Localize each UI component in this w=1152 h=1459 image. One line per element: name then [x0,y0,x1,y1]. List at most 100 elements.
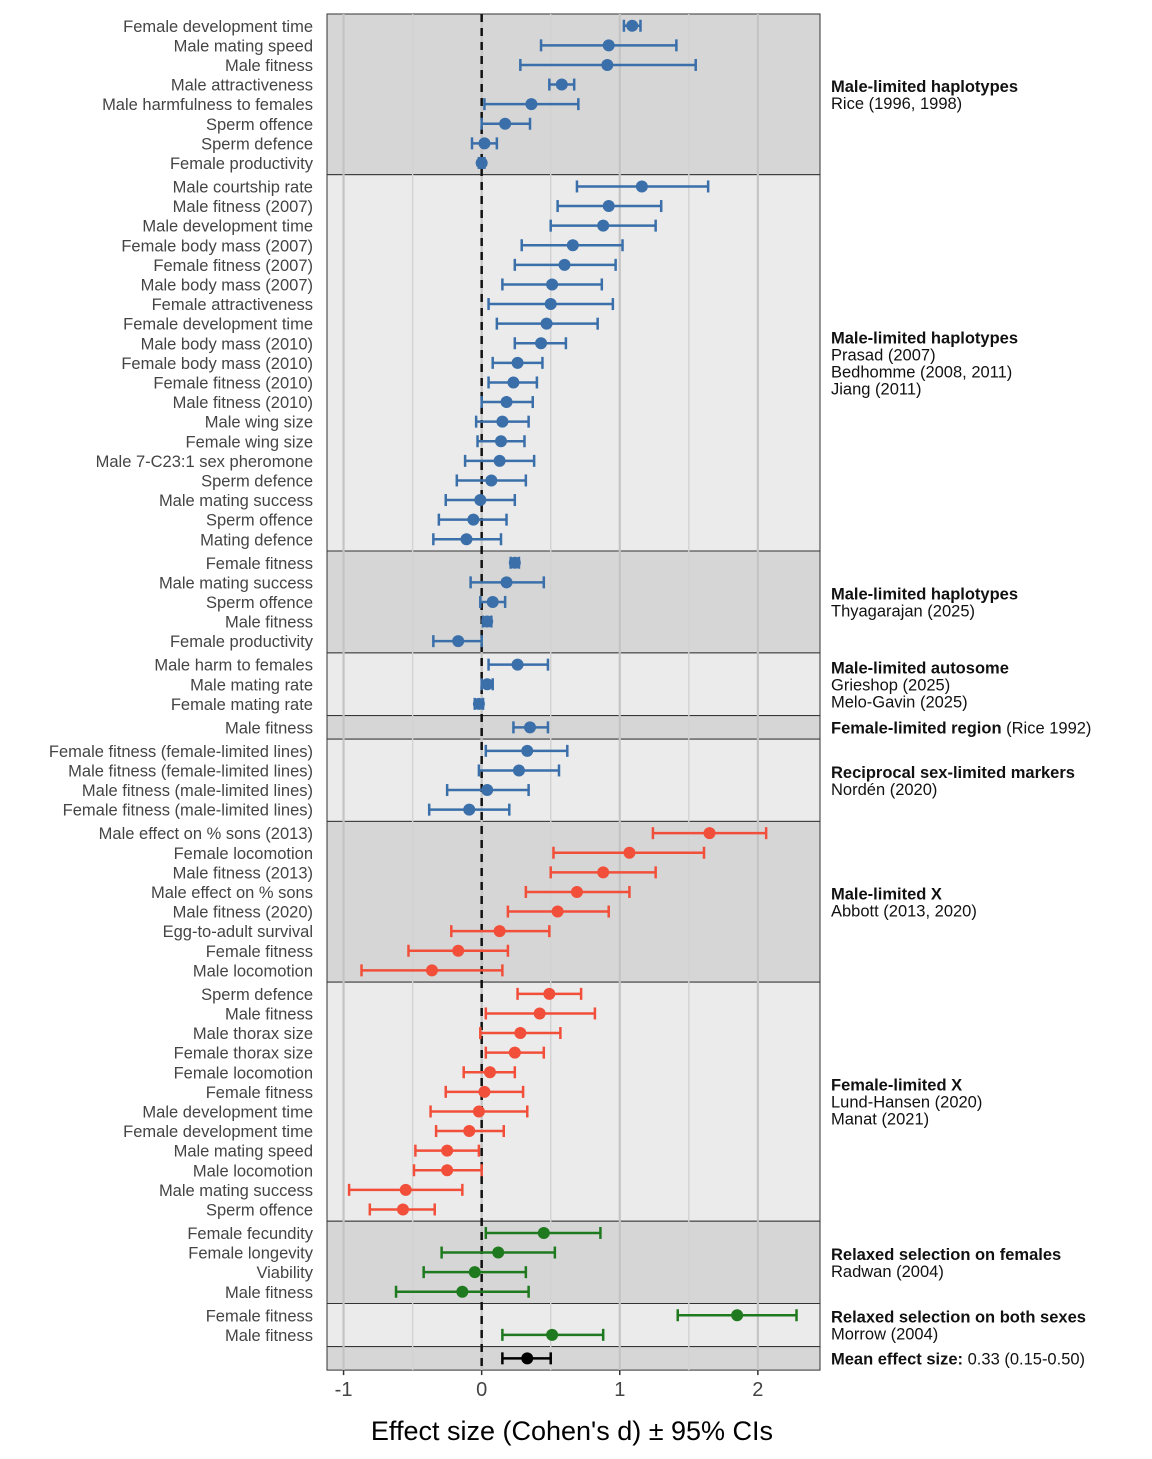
row-label: Male mating rate [190,676,313,694]
effect-point [546,278,559,291]
row-label: Male effect on % sons [151,884,313,902]
effect-point [463,1125,476,1138]
effect-point [399,1183,412,1196]
effect-point [425,964,438,977]
row-label: Male development time [142,1103,313,1121]
row-label: Female body mass (2010) [121,355,313,373]
group-title: Male-limited autosome [831,659,1009,677]
group-citation: Jiang (2011) [831,380,922,398]
effect-point [475,156,488,169]
group-citation: (Rice 1992) [1002,719,1092,737]
effect-point [507,376,520,389]
effect-point [514,1027,527,1040]
row-label: Male locomotion [193,962,313,980]
x-tick-label: 2 [752,1379,763,1401]
group-title: Female-limited region [831,719,1002,737]
row-label: Female locomotion [174,845,313,863]
row-label: Female fitness (2010) [153,374,313,392]
group-citation: 0.33 (0.15-0.50) [963,1350,1085,1368]
effect-point [597,866,610,879]
effect-point [508,556,521,569]
row-label: Male fitness [225,1327,313,1345]
effect-point [546,1328,559,1341]
x-axis: -1 0 1 2 [335,1370,763,1401]
row-label: Male 7-C23:1 sex pheromone [96,453,313,471]
panel-4 [326,715,821,740]
effect-point [623,846,636,859]
row-label: Sperm offence [206,594,313,612]
panel-8 [326,1220,821,1304]
row-label: Male mating success [159,1182,313,1200]
effect-point [570,885,583,898]
group-title: Female-limited X [831,1077,962,1095]
row-label: Female productivity [170,155,314,173]
effect-point [512,764,525,777]
group-title: Male-limited haplotypes [831,78,1018,96]
effect-point [474,494,487,507]
row-label: Female fitness (2007) [153,257,313,275]
row-label: Mating defence [200,531,313,549]
group-title: Male-limited haplotypes [831,585,1018,603]
row-label: Male fitness [225,1005,313,1023]
x-tick-label: 1 [614,1379,625,1401]
panel-10 [326,1346,821,1371]
effect-point [524,721,536,734]
group-citation: Nordén (2020) [831,781,937,799]
group-citation: Prasad (2007) [831,346,936,364]
row-label: Male mating success [159,492,313,510]
effect-point [597,219,610,232]
effect-point [481,615,494,628]
gridlines [342,14,759,1371]
x-tick-label: -1 [335,1379,353,1401]
effect-point [452,635,465,648]
effect-point [533,1007,546,1020]
effect-point [521,744,534,757]
row-label: Egg-to-adult survival [163,923,313,941]
effect-point [472,697,485,710]
row-label: Male locomotion [193,1162,313,1180]
row-label: Female mating rate [171,696,313,714]
row-label: Male fitness (male-limited lines) [82,782,313,800]
effect-point [463,803,476,816]
effect-point [496,415,509,428]
effect-point [495,435,507,448]
group-citation: Radwan (2004) [831,1263,944,1281]
group-citation: Bedhomme (2008, 2011) [831,363,1012,381]
effect-point [543,987,556,1000]
effect-point [626,19,639,32]
row-label: Male fitness [225,719,313,737]
group-label: Mean effect size: 0.33 (0.15-0.50) [831,1350,1085,1368]
row-label: Sperm offence [206,116,313,134]
row-label: Male fitness (2007) [173,198,313,216]
effect-point [441,1144,454,1157]
panel-1 [326,174,821,552]
effect-point [478,137,491,150]
row-label: Male harmfulness to females [102,96,313,114]
effect-point [731,1309,744,1322]
effect-point [544,298,557,311]
effect-point [535,337,548,350]
group-title: Reciprocal sex-limited markers [831,764,1075,782]
row-label: Viability [256,1264,313,1282]
row-label: Female development time [123,1123,313,1141]
row-label: Male attractiveness [171,77,313,95]
row-label: Female fitness [206,1084,313,1102]
effect-point [456,1285,469,1298]
row-label: Female longevity [188,1245,313,1263]
x-tick-label: 0 [476,1379,487,1401]
effect-point [537,1226,550,1239]
row-label: Male fitness [225,57,313,75]
row-label: Female fitness [206,555,313,573]
row-label: Male mating speed [174,1143,313,1161]
panel-7 [326,981,821,1222]
group-citation: Grieshop (2025) [831,676,950,694]
effect-point [551,905,564,918]
row-label: Female wing size [186,433,313,451]
row-label: Female fecundity [187,1225,313,1243]
row-label: Male body mass (2010) [141,335,313,353]
row-label: Female attractiveness [152,296,313,314]
row-label: Male wing size [205,414,313,432]
panel-5 [326,738,821,822]
group-title: Mean effect size: [831,1350,963,1368]
